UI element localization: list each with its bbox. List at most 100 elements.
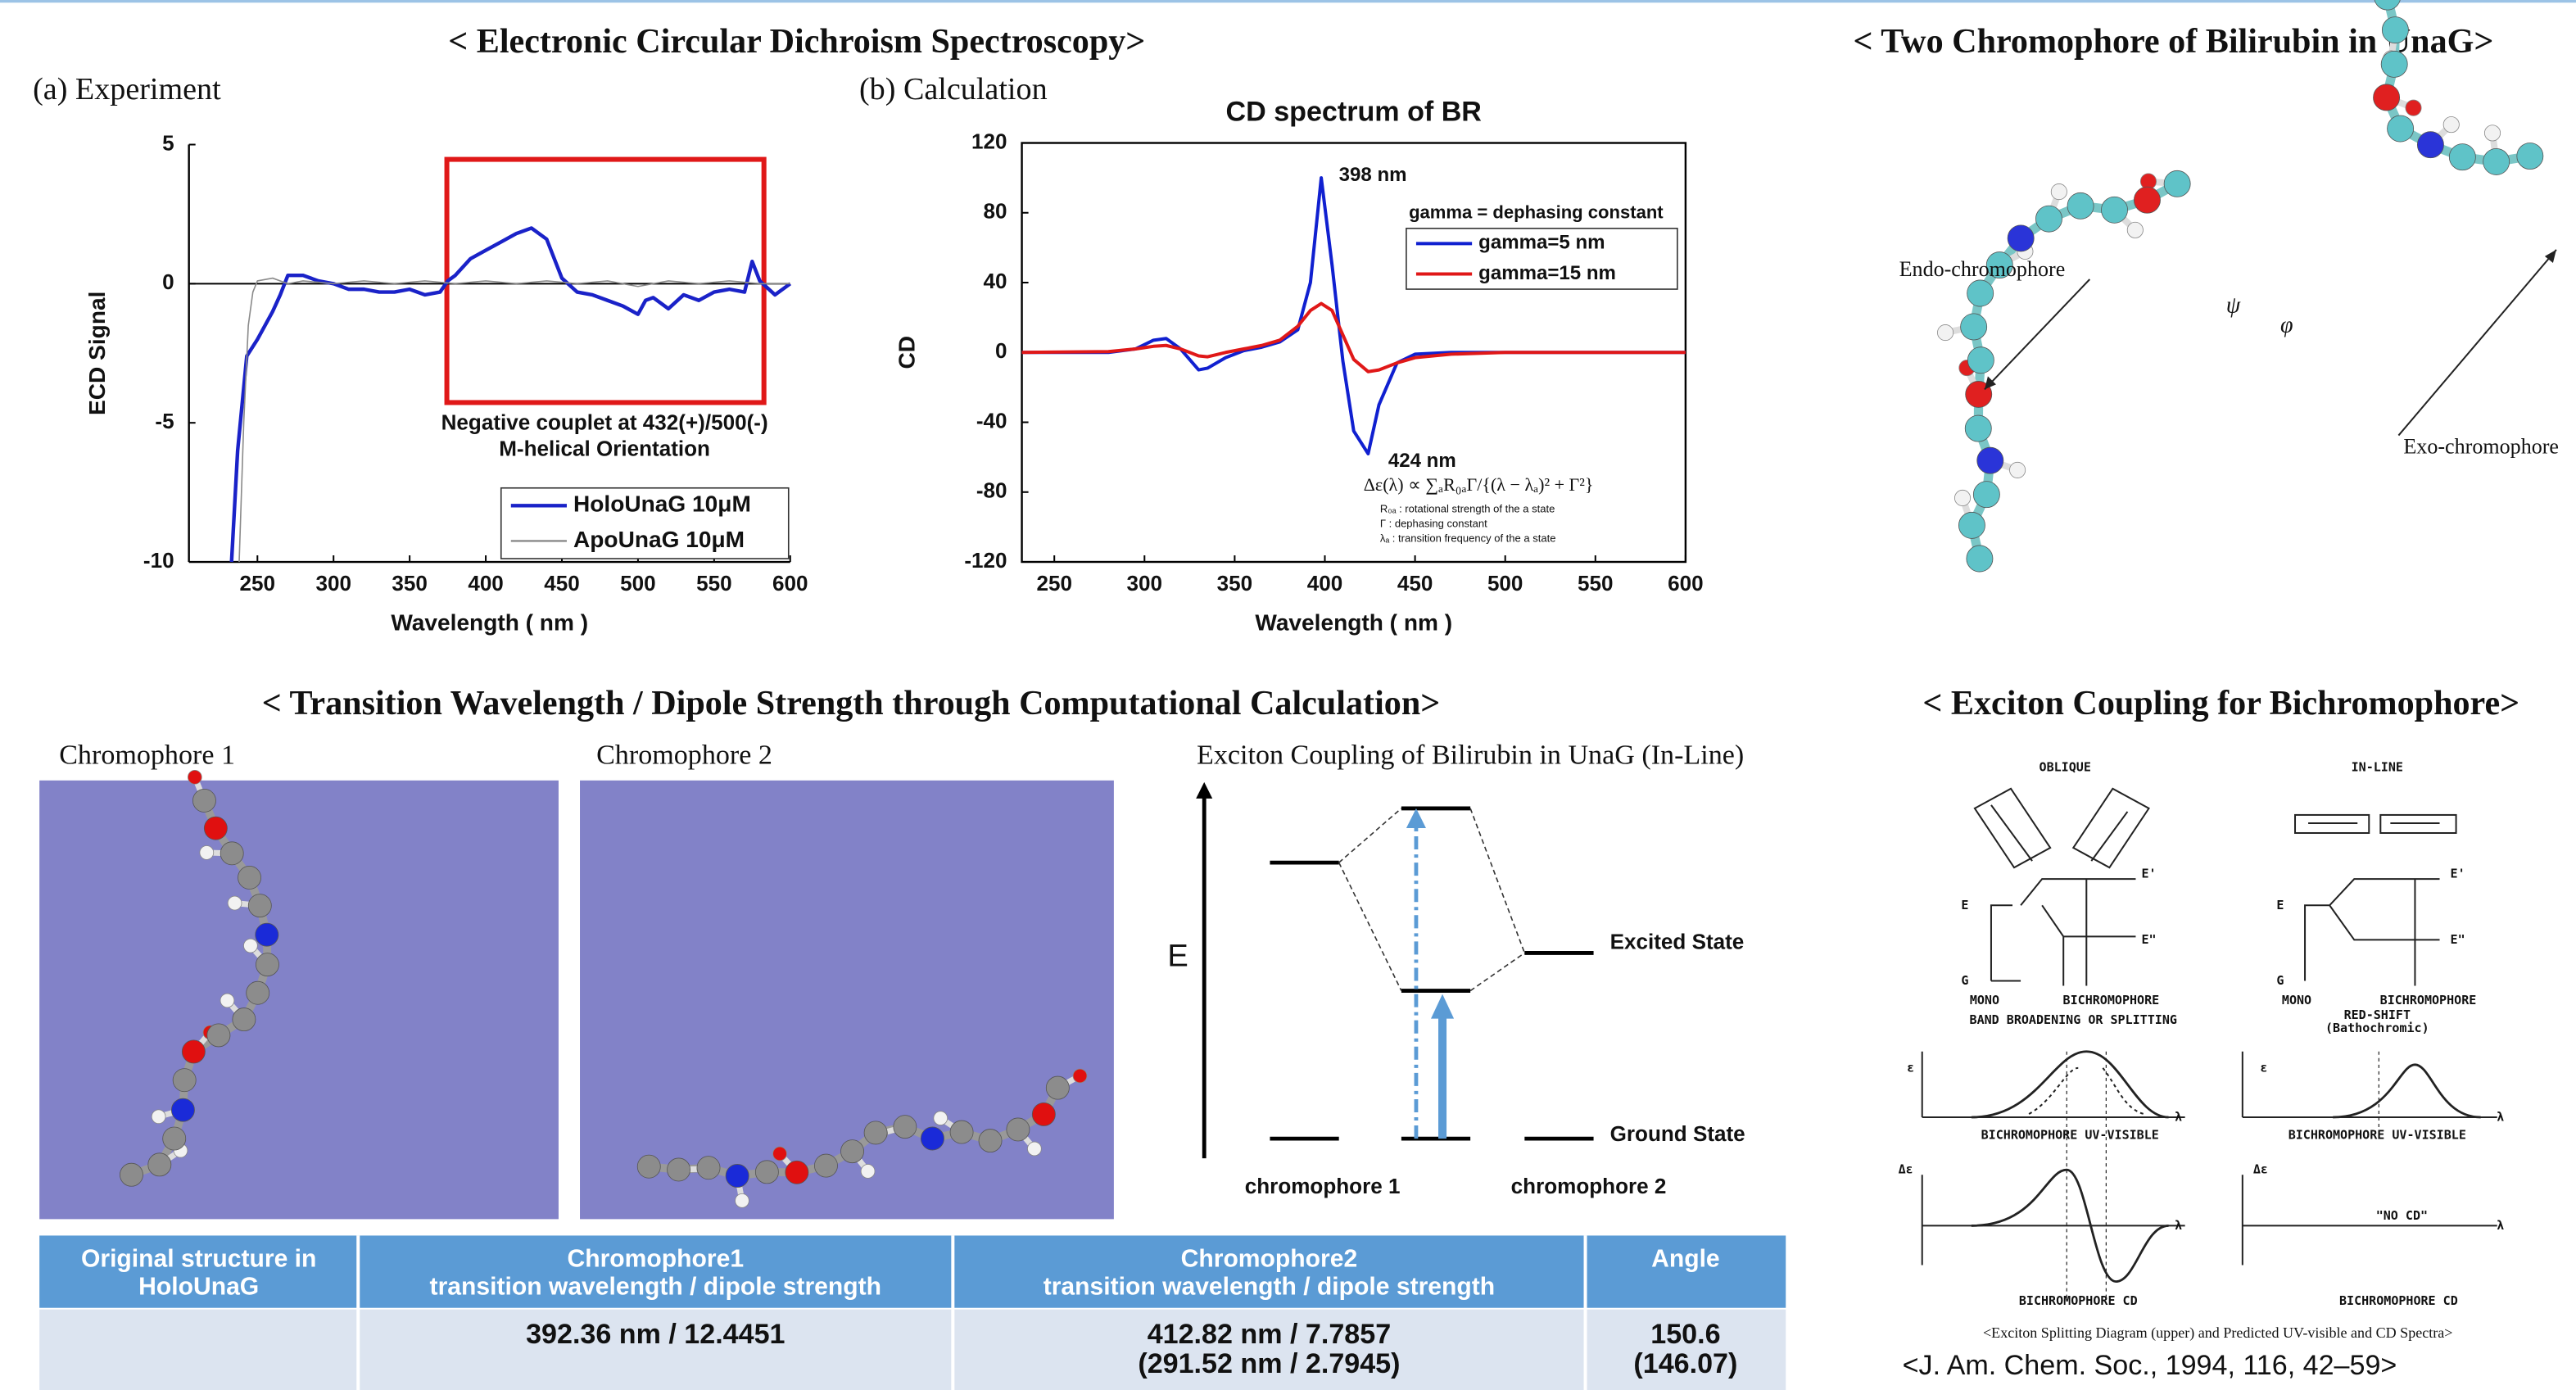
table-cell: (146.07) xyxy=(1633,1348,1737,1379)
atom xyxy=(772,1146,787,1161)
arrowhead xyxy=(1984,376,1996,390)
x-tick-label: 550 xyxy=(696,571,731,595)
arrowhead xyxy=(1406,808,1426,828)
molecule xyxy=(120,769,279,1187)
atom xyxy=(1985,251,2013,279)
x-axis-label: Wavelength ( nm ) xyxy=(1255,610,1452,636)
figure-label: BICHROMOPHORE xyxy=(2380,993,2477,1007)
atom xyxy=(2483,125,2501,142)
atom xyxy=(1972,481,2000,509)
atom xyxy=(1967,346,1994,374)
atom xyxy=(203,816,228,840)
figure-label: RED-SHIFT xyxy=(2344,1007,2411,1022)
atom xyxy=(840,1139,864,1164)
figure-label: Δε xyxy=(1899,1162,1913,1177)
figure-label: IN-LINE xyxy=(2352,759,2403,774)
atom xyxy=(2067,192,2094,220)
atom xyxy=(1954,489,1972,506)
x-tick-label: 300 xyxy=(1127,571,1162,595)
figure-label: Δε xyxy=(2253,1162,2268,1177)
chart: 250 300 350 400 450 500 550 600 -120 -80 -40 0 40 80 1… xyxy=(894,96,1704,635)
atom xyxy=(170,1098,195,1122)
atom xyxy=(2133,186,2161,214)
y-tick-label: 0 xyxy=(162,269,174,294)
note: R₀ₐ : rotational strength of the a state xyxy=(1380,502,1555,514)
molecule xyxy=(1937,0,2544,573)
atom xyxy=(192,788,216,813)
atom xyxy=(2101,196,2128,224)
section-title: < Electronic Circular Dichroism Spectros… xyxy=(448,22,1145,61)
panel-label: Chromophore 1 xyxy=(59,740,235,771)
atom xyxy=(247,894,272,918)
label: Exo-chromophore xyxy=(2403,435,2559,459)
atom xyxy=(863,1121,888,1145)
atom xyxy=(2380,50,2408,78)
arrowhead xyxy=(1430,994,1455,1019)
panel-label: (b) Calculation xyxy=(859,72,1048,106)
y-tick-label: 0 xyxy=(995,338,1007,363)
atom xyxy=(1937,324,1954,342)
y-axis-label: CD xyxy=(894,336,920,369)
label: Endo-chromophore xyxy=(1899,257,2066,281)
caption: <Exciton Splitting Diagram (upper) and P… xyxy=(1983,1324,2452,1342)
exciton-figure xyxy=(1921,787,2497,1298)
atom xyxy=(2387,115,2415,143)
atom xyxy=(255,922,279,947)
legend-label: HoloUnaG 10μM xyxy=(573,491,751,517)
table-header-cell: HoloUnaG xyxy=(138,1274,259,1301)
atom xyxy=(243,938,258,953)
atom xyxy=(162,1126,187,1151)
annotation: M-helical Orientation xyxy=(499,437,710,461)
x-tick-label: 600 xyxy=(772,571,808,595)
atom xyxy=(199,845,215,860)
exciton-labels: OBLIQUE IN-LINE MONO BICHROMOPHORE BAND BROA… xyxy=(1899,759,2505,1308)
y-tick-label: -80 xyxy=(976,478,1007,503)
atom xyxy=(1045,1075,1070,1100)
atom xyxy=(933,1111,948,1125)
atom xyxy=(754,1160,779,1184)
x-tick-label: 450 xyxy=(544,571,579,595)
table-header-cell: Chromophore1 xyxy=(568,1245,745,1272)
series-line xyxy=(229,226,792,563)
atom xyxy=(256,953,279,977)
y-tick-label: 120 xyxy=(971,129,1007,153)
annotation: 424 nm xyxy=(1388,450,1456,472)
figure-label: ε xyxy=(1907,1060,1914,1075)
figure-label: E' xyxy=(2451,867,2465,881)
x-tick-label: 300 xyxy=(315,571,351,595)
atom xyxy=(2405,99,2422,116)
figure-label: OBLIQUE xyxy=(2040,759,2091,774)
atom xyxy=(2007,224,2035,252)
panel-label: (a) Experiment xyxy=(33,72,221,106)
x-tick-label: 350 xyxy=(1217,571,1252,595)
y-axis-label: ECD Signal xyxy=(84,292,110,415)
chart: 250 300 350 400 450 500 550 600 -10 -5 0 5 Wavelengt… xyxy=(84,130,808,635)
atom xyxy=(2373,84,2401,111)
energy-diagram xyxy=(1202,795,1594,1159)
table-header-cell: Original structure in xyxy=(81,1245,316,1272)
legend-title: gamma = dephasing constant xyxy=(1409,202,1664,223)
figure-label: λ xyxy=(2175,1110,2182,1125)
atom xyxy=(206,1023,231,1048)
atom xyxy=(1966,545,1994,573)
label: chromophore 2 xyxy=(1511,1174,1667,1198)
x-tick-label: 350 xyxy=(392,571,427,595)
atom xyxy=(978,1129,1003,1153)
figure-label: BICHROMOPHORE UV-VISIBLE xyxy=(1981,1128,2159,1143)
molecule xyxy=(636,1068,1088,1208)
atom xyxy=(2381,16,2409,44)
atom xyxy=(220,841,244,866)
atom xyxy=(220,993,235,1008)
atom xyxy=(921,1126,944,1151)
atom xyxy=(227,895,242,911)
axis-label: E xyxy=(1167,939,1188,974)
y-tick-label: 80 xyxy=(984,199,1007,224)
atom xyxy=(1960,313,1988,341)
figure-label: E xyxy=(2276,898,2284,912)
coupling-lines xyxy=(1338,808,1526,992)
atom xyxy=(1072,1068,1088,1084)
atom xyxy=(2009,461,2026,478)
figure-label: MONO xyxy=(2282,993,2311,1007)
